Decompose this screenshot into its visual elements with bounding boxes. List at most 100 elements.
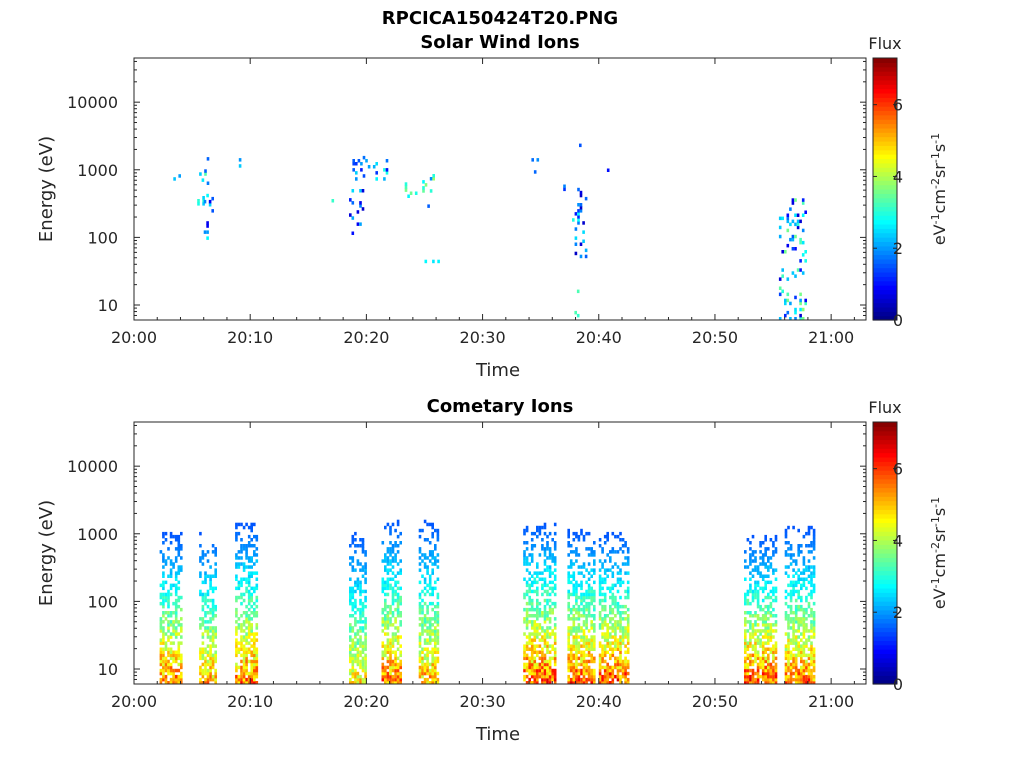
- heatmap-cell: [174, 586, 178, 591]
- heatmap-cell: [749, 632, 752, 636]
- heatmap-cell: [528, 671, 531, 676]
- heatmap-cell: [434, 604, 437, 609]
- heatmap-cell: [250, 559, 253, 563]
- heatmap-cell: [801, 253, 805, 257]
- heatmap-cell: [611, 601, 615, 606]
- heatmap-cell: [774, 671, 778, 676]
- heatmap-cell: [528, 598, 531, 603]
- heatmap-cell: [214, 626, 217, 630]
- heatmap-cell: [426, 583, 429, 588]
- heatmap-cell: [749, 586, 752, 591]
- heatmap-cell: [784, 632, 788, 636]
- heatmap-cell: [764, 659, 767, 664]
- heatmap-cell: [551, 553, 554, 557]
- heatmap-cell: [245, 635, 248, 639]
- heatmap-cell: [436, 559, 440, 563]
- heatmap-cell: [180, 674, 183, 679]
- heatmap-cell: [386, 547, 390, 551]
- heatmap-cell: [421, 629, 424, 633]
- heatmap-cell: [812, 668, 816, 673]
- heatmap-cell: [774, 550, 778, 554]
- heatmap-cell: [769, 677, 773, 682]
- heatmap-cell: [209, 644, 212, 648]
- heatmap-cell: [242, 668, 246, 673]
- heatmap-cell: [812, 647, 816, 651]
- heatmap-cell: [575, 659, 578, 664]
- heatmap-cell: [352, 159, 355, 163]
- heatmap-cell: [807, 544, 811, 548]
- heatmap-cell: [546, 592, 549, 597]
- heatmap-cell: [805, 677, 808, 682]
- heatmap-cell: [746, 662, 750, 667]
- heatmap-cell: [431, 659, 434, 664]
- heatmap-cell: [199, 589, 202, 594]
- heatmap-cell: [778, 292, 782, 297]
- heatmap-cell: [812, 681, 816, 685]
- heatmap-cell: [421, 668, 424, 673]
- heatmap-cell: [349, 668, 352, 673]
- heatmap-cell: [807, 580, 811, 585]
- colorbar-segment: [873, 315, 897, 321]
- heatmap-cell: [204, 614, 207, 618]
- heatmap-cell: [626, 638, 630, 642]
- heatmap-cell: [427, 204, 430, 208]
- heatmap-cell: [593, 559, 596, 563]
- heatmap-cell: [530, 559, 534, 563]
- heatmap-cell: [754, 641, 757, 645]
- colorbar-segment: [873, 500, 897, 506]
- heatmap-cell: [553, 574, 557, 578]
- heatmap-cell: [421, 671, 424, 676]
- heatmap-cell: [214, 681, 217, 685]
- colorbar-tick-label: 0: [893, 675, 903, 694]
- heatmap-cell: [577, 604, 581, 609]
- heatmap-cell: [567, 668, 570, 673]
- heatmap-cell: [764, 604, 767, 609]
- colorbar-segment: [873, 548, 897, 554]
- heatmap-cell: [356, 629, 360, 633]
- heatmap-cell: [807, 656, 811, 661]
- heatmap-cell: [551, 538, 554, 542]
- heatmap-cell: [754, 611, 757, 615]
- heatmap-cell: [609, 620, 612, 624]
- heatmap-cell: [585, 671, 588, 676]
- x-tick-label: 20:30: [460, 328, 506, 347]
- heatmap-cell: [174, 601, 178, 606]
- heatmap-cell: [784, 644, 788, 648]
- heatmap-cell: [548, 650, 552, 654]
- heatmap-cell: [418, 604, 422, 609]
- heatmap-cell: [361, 668, 365, 673]
- heatmap-cell: [606, 614, 609, 618]
- heatmap-cell: [582, 598, 586, 603]
- heatmap-cell: [794, 295, 797, 300]
- heatmap-cell: [744, 635, 747, 639]
- heatmap-cell: [525, 614, 529, 618]
- heatmap-cell: [577, 595, 581, 600]
- heatmap-cell: [384, 677, 387, 682]
- heatmap-cell: [399, 674, 402, 679]
- heatmap-cell: [774, 650, 778, 654]
- heatmap-cell: [569, 644, 573, 648]
- heatmap-cell: [365, 159, 368, 163]
- heatmap-cell: [359, 589, 362, 594]
- heatmap-cell: [567, 528, 570, 533]
- heatmap-cell: [349, 656, 352, 661]
- heatmap-cell: [603, 647, 607, 651]
- heatmap-cell: [764, 641, 767, 645]
- heatmap-cell: [538, 638, 542, 642]
- heatmap-cell: [361, 611, 365, 615]
- heatmap-cell: [787, 553, 790, 557]
- heatmap-cell: [159, 677, 163, 682]
- heatmap-cell: [774, 577, 778, 581]
- heatmap-cell: [800, 659, 803, 664]
- heatmap-cell: [172, 641, 175, 645]
- heatmap-cell: [553, 556, 557, 560]
- heatmap-cell: [807, 662, 811, 667]
- heatmap-cell: [569, 574, 573, 578]
- heatmap-cell: [553, 641, 557, 645]
- heatmap-cell: [253, 534, 256, 539]
- heatmap-cell: [237, 583, 241, 588]
- heatmap-cell: [584, 248, 588, 253]
- heatmap-cell: [428, 559, 432, 563]
- heatmap-cell: [761, 556, 765, 560]
- heatmap-cell: [774, 568, 778, 572]
